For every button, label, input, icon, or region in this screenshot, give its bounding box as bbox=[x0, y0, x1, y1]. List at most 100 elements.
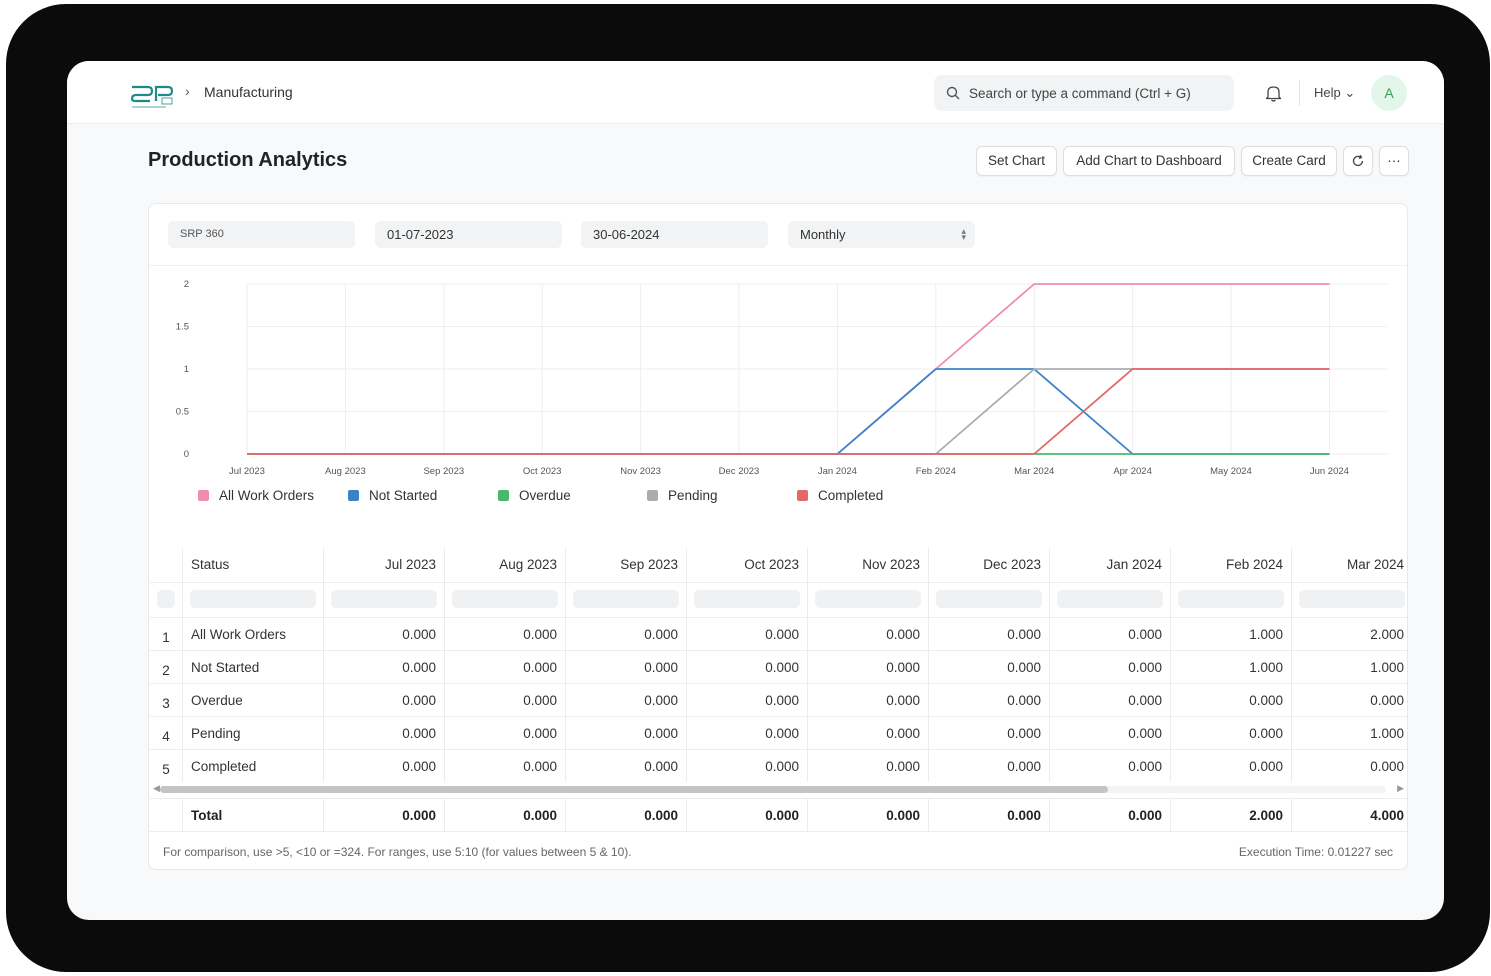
table-cell: 1.000 bbox=[1292, 651, 1407, 684]
column-filter-cell bbox=[324, 583, 444, 618]
x-tick-label: Feb 2024 bbox=[916, 466, 956, 477]
search-input[interactable]: Search or type a command (Ctrl + G) bbox=[934, 75, 1234, 111]
total-label: Total bbox=[183, 799, 324, 832]
value-column: Jan 2024 0.000 0.000 0.000 0.000 0.000 bbox=[1050, 548, 1171, 832]
table-cell: 0.000 bbox=[1050, 618, 1170, 651]
x-tick-label: Jun 2024 bbox=[1310, 466, 1349, 477]
column-filter-cell bbox=[1292, 583, 1407, 618]
from-date-filter[interactable]: 01-07-2023 bbox=[375, 221, 562, 248]
column-header[interactable]: Dec 2023 bbox=[929, 548, 1049, 583]
table-cell: 0.000 bbox=[1050, 651, 1170, 684]
column-filter-input[interactable] bbox=[190, 590, 316, 608]
row-status: Completed bbox=[183, 750, 323, 783]
column-filter-input[interactable] bbox=[452, 590, 558, 608]
table-cell: 0.000 bbox=[1292, 750, 1407, 783]
column-filter-input[interactable] bbox=[573, 590, 679, 608]
create-card-button[interactable]: Create Card bbox=[1241, 146, 1337, 176]
bell-icon[interactable] bbox=[1265, 84, 1282, 102]
column-header[interactable]: Status bbox=[183, 548, 323, 583]
value-column: Mar 2024 2.000 1.000 0.000 1.000 0.000 bbox=[1292, 548, 1407, 832]
help-dropdown[interactable]: Help ⌄ bbox=[1314, 85, 1356, 100]
legend-swatch bbox=[797, 490, 808, 501]
value-column: Sep 2023 0.000 0.000 0.000 0.000 0.000 bbox=[566, 548, 687, 832]
column-header[interactable]: Aug 2023 bbox=[445, 548, 565, 583]
execution-time: Execution Time: 0.01227 sec bbox=[1238, 845, 1393, 859]
row-index: 5 bbox=[150, 750, 182, 783]
table-cell: 0.000 bbox=[324, 750, 444, 783]
table-cell: 0.000 bbox=[687, 684, 807, 717]
more-menu-button[interactable]: ··· bbox=[1379, 146, 1409, 176]
breadcrumb-manufacturing[interactable]: Manufacturing bbox=[204, 84, 293, 100]
column-filter-input[interactable] bbox=[694, 590, 800, 608]
legend-swatch bbox=[498, 490, 509, 501]
table-cell: 0.000 bbox=[324, 717, 444, 750]
column-header[interactable]: Mar 2024 bbox=[1292, 548, 1407, 583]
column-filter-input[interactable] bbox=[331, 590, 437, 608]
table-cell: 0.000 bbox=[929, 651, 1049, 684]
scroll-right-icon[interactable]: ▶ bbox=[1397, 783, 1404, 793]
x-tick-label: Jan 2024 bbox=[818, 466, 857, 477]
value-column: Nov 2023 0.000 0.000 0.000 0.000 0.000 bbox=[808, 548, 929, 832]
column-filter-cell bbox=[808, 583, 928, 618]
table-cell: 0.000 bbox=[687, 618, 807, 651]
column-filter-input[interactable] bbox=[936, 590, 1042, 608]
column-header[interactable]: Nov 2023 bbox=[808, 548, 928, 583]
select-arrows-icon: ▴ ▾ bbox=[961, 226, 966, 242]
avatar[interactable]: A bbox=[1371, 75, 1407, 111]
legend-swatch bbox=[348, 490, 359, 501]
table-horizontal-scrollbar[interactable]: ◀ ▶ bbox=[150, 782, 1407, 798]
set-chart-button[interactable]: Set Chart bbox=[976, 146, 1057, 176]
value-column: Jul 2023 0.000 0.000 0.000 0.000 0.000 bbox=[324, 548, 445, 832]
filter-help-note: For comparison, use >5, <10 or =324. For… bbox=[163, 845, 632, 859]
table-cell: 0.000 bbox=[1050, 684, 1170, 717]
srp-logo[interactable] bbox=[128, 83, 174, 109]
refresh-button[interactable] bbox=[1343, 146, 1373, 176]
company-filter[interactable]: SRP 360 bbox=[168, 221, 355, 248]
scroll-thumb[interactable] bbox=[160, 786, 1108, 793]
total-cell: 4.000 bbox=[1292, 799, 1407, 832]
column-filter-cell bbox=[566, 583, 686, 618]
column-header[interactable]: Feb 2024 bbox=[1171, 548, 1291, 583]
column-filter-cell bbox=[687, 583, 807, 618]
column-header[interactable]: Jan 2024 bbox=[1050, 548, 1170, 583]
column-header[interactable]: Oct 2023 bbox=[687, 548, 807, 583]
legend-swatch bbox=[198, 490, 209, 501]
scroll-left-icon[interactable]: ◀ bbox=[153, 783, 160, 793]
column-filter-input[interactable] bbox=[815, 590, 921, 608]
table-cell: 0.000 bbox=[566, 750, 686, 783]
column-header[interactable]: Sep 2023 bbox=[566, 548, 686, 583]
table-cell: 0.000 bbox=[1171, 684, 1291, 717]
column-header[interactable] bbox=[150, 548, 182, 583]
row-status: All Work Orders bbox=[183, 618, 323, 651]
column-filter-input[interactable] bbox=[157, 590, 175, 608]
range-select-value: Monthly bbox=[800, 227, 846, 242]
total-row: Total 0.000 0.000 0.000 0.000 0.000 0.000 0.000… bbox=[150, 798, 1407, 832]
total-cell: 0.000 bbox=[1050, 799, 1171, 832]
table-cell: 0.000 bbox=[1050, 717, 1170, 750]
total-cell: 2.000 bbox=[1171, 799, 1292, 832]
column-filter-input[interactable] bbox=[1299, 590, 1405, 608]
add-chart-to-dashboard-button[interactable]: Add Chart to Dashboard bbox=[1063, 146, 1235, 176]
column-filter-input[interactable] bbox=[1057, 590, 1163, 608]
table-cell: 0.000 bbox=[566, 684, 686, 717]
table-cell: 0.000 bbox=[445, 684, 565, 717]
column-filter-cell bbox=[1171, 583, 1291, 618]
value-column: Dec 2023 0.000 0.000 0.000 0.000 0.000 bbox=[929, 548, 1050, 832]
table-cell: 0.000 bbox=[1171, 717, 1291, 750]
column-header[interactable]: Jul 2023 bbox=[324, 548, 444, 583]
series-line-completed bbox=[247, 368, 1330, 455]
app-screen: › Manufacturing Search or type a command… bbox=[67, 61, 1444, 920]
range-select[interactable]: Monthly ▴ ▾ bbox=[788, 221, 975, 248]
column-filter-input[interactable] bbox=[1178, 590, 1284, 608]
x-tick-label: Sep 2023 bbox=[423, 466, 464, 477]
total-cell: 0.000 bbox=[445, 799, 566, 832]
table-cell: 2.000 bbox=[1292, 618, 1407, 651]
navbar-divider bbox=[1299, 80, 1300, 106]
total-cell bbox=[150, 799, 183, 832]
x-tick-label: Apr 2024 bbox=[1113, 466, 1152, 477]
x-tick-label: May 2024 bbox=[1210, 466, 1252, 477]
table-cell: 0.000 bbox=[808, 684, 928, 717]
table-cell: 0.000 bbox=[1292, 684, 1407, 717]
y-tick-label: 1.5 bbox=[176, 322, 189, 333]
to-date-filter[interactable]: 30-06-2024 bbox=[581, 221, 768, 248]
